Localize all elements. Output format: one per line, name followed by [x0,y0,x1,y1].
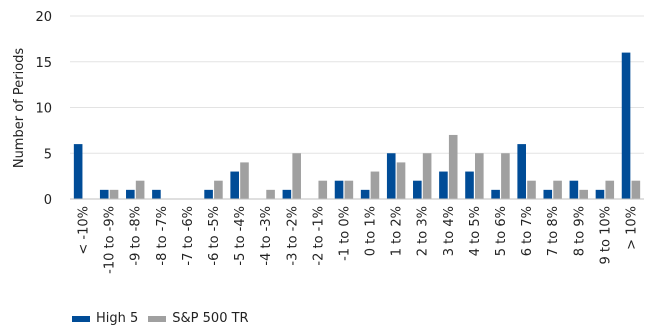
x-tick-label: -10 to -9% [103,206,118,274]
y-tick-label: 15 [35,56,52,71]
bar-sp500 [422,153,432,199]
bar-sp500 [135,180,145,199]
x-tick-label: 4 to 5% [468,206,483,256]
bar-sp500 [553,180,562,199]
bar-sp500 [214,180,223,199]
bar-sp500 [109,189,119,199]
x-tick-label: 2 to 3% [416,206,431,256]
bar-sp500 [579,189,588,199]
bar-high-5 [360,189,370,199]
bar-high-5 [413,180,422,199]
bar-sp500 [631,180,641,199]
legend-swatch-high-5 [72,315,90,322]
bar-high-5 [543,189,553,199]
bar-high-5 [465,171,474,199]
x-tick-label: -3 to -2% [285,206,300,266]
bar-sp500 [318,180,328,199]
bar-sp500 [527,180,536,199]
bar-sp500 [266,189,275,199]
bar-sp500 [605,180,615,199]
x-tick-label: -6 to -5% [207,206,222,266]
bar-high-5 [126,189,135,199]
bar-sp500 [344,180,354,199]
bar-high-5 [569,180,579,199]
gridlines [70,15,644,154]
bar-high-5 [152,189,161,199]
legend-label-high-5: High 5 [96,311,139,326]
y-tick-label: 5 [44,147,52,162]
legend-swatch-sp500 [148,315,167,322]
bar-sp500 [292,153,301,199]
bar-sp500 [448,134,458,199]
bar-sp500 [240,162,249,199]
x-tick-label: > 10% [624,206,639,250]
x-tick-label: 5 to 6% [494,206,509,256]
bars [73,52,641,199]
legend-item-sp500: S&P 500 TR [148,311,249,326]
bar-sp500 [370,171,380,199]
bar-high-5 [204,189,213,199]
x-tick-label: -5 to -4% [233,206,248,266]
x-tick-label: -8 to -7% [155,206,170,266]
bar-high-5 [99,189,109,199]
bar-high-5 [334,180,344,199]
x-tick-label: 6 to 7% [520,206,535,256]
x-tick-label: 7 to 8% [546,206,561,256]
x-tick-label: 1 to 2% [390,206,405,256]
y-axis-label: Number of Periods [12,48,27,169]
bar-high-5 [517,144,526,199]
x-tick-label: -9 to -8% [129,206,144,266]
bar-high-5 [230,171,239,199]
bar-high-5 [73,144,83,199]
x-tick-label: 8 to 9% [572,206,587,256]
bar-sp500 [501,153,510,199]
x-tick-label: 0 to 1% [364,206,379,256]
x-tick-label: -4 to -3% [259,206,274,266]
x-tick-label: -2 to -1% [311,206,326,266]
bar-sp500 [396,162,406,199]
y-tick-label: 0 [44,193,52,208]
bar-high-5 [282,189,292,199]
y-tick-labels: 0 5 10 15 20 [35,10,52,208]
y-tick-label: 20 [35,10,52,25]
legend-label-sp500: S&P 500 TR [172,311,249,326]
bar-high-5 [491,189,500,199]
bar-high-5 [386,153,396,199]
legend: High 5 S&P 500 TR [72,311,259,326]
y-tick-label: 10 [35,102,52,117]
x-tick-label: -7 to -6% [181,206,196,266]
bar-high-5 [439,171,448,199]
x-tick-label: -1 to 0% [337,206,352,261]
x-tick-label: < -10% [77,206,92,255]
bar-sp500 [475,153,484,199]
legend-item-high-5: High 5 [72,311,138,326]
bar-high-5 [621,52,631,199]
x-tick-label: 9 to 10% [598,206,613,264]
bar-high-5 [595,189,605,199]
x-tick-label: 3 to 4% [442,206,457,256]
x-tick-labels: < -10% -10 to -9% -9 to -8% -8 to -7% -7 to … [77,206,640,274]
